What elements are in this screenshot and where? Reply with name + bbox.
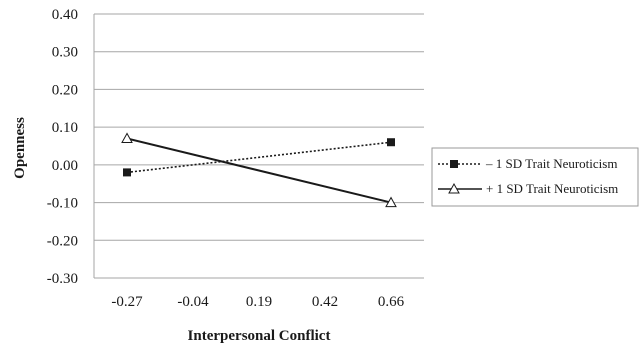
series-2-point	[121, 132, 133, 143]
legend: – 1 SD Trait Neuroticism + 1 SD Trait Neu…	[431, 147, 639, 207]
gridlines	[93, 13, 424, 279]
x-tick-label: -0.27	[111, 294, 143, 310]
x-tick-label: 0.42	[312, 294, 338, 310]
y-tick-label: 0.10	[52, 120, 78, 136]
y-tick-label: 0.00	[52, 158, 78, 174]
legend-label: – 1 SD Trait Neuroticism	[485, 156, 617, 171]
y-tick-label: 0.40	[52, 7, 78, 23]
series-line-2	[126, 137, 392, 204]
y-tick-label: 0.30	[52, 45, 78, 61]
legend-marker	[448, 182, 460, 194]
y-tick-labels: 0.40 0.30 0.20 0.10 0.00 -0.10 -0.20 -0.30	[47, 7, 78, 287]
series-line-1	[126, 141, 392, 174]
y-axis-title: Openness	[12, 117, 28, 179]
series-lines	[121, 132, 397, 208]
series-1-point	[123, 168, 131, 177]
legend-box	[431, 147, 639, 207]
x-tick-label: 0.19	[246, 294, 272, 310]
y-tick-label: -0.10	[47, 196, 78, 212]
series-1-point	[387, 138, 395, 147]
legend-marker	[450, 160, 458, 168]
x-tick-label: 0.66	[378, 294, 405, 310]
x-axis-title: Interpersonal Conflict	[188, 328, 331, 344]
x-tick-label: -0.04	[177, 294, 209, 310]
legend-label: + 1 SD Trait Neuroticism	[486, 181, 618, 196]
y-tick-label: 0.20	[52, 82, 78, 98]
y-tick-label: -0.30	[47, 271, 78, 287]
x-tick-labels: -0.27 -0.04 0.19 0.42 0.66	[111, 294, 404, 310]
y-tick-label: -0.20	[47, 233, 78, 249]
series-2-point	[385, 196, 397, 208]
